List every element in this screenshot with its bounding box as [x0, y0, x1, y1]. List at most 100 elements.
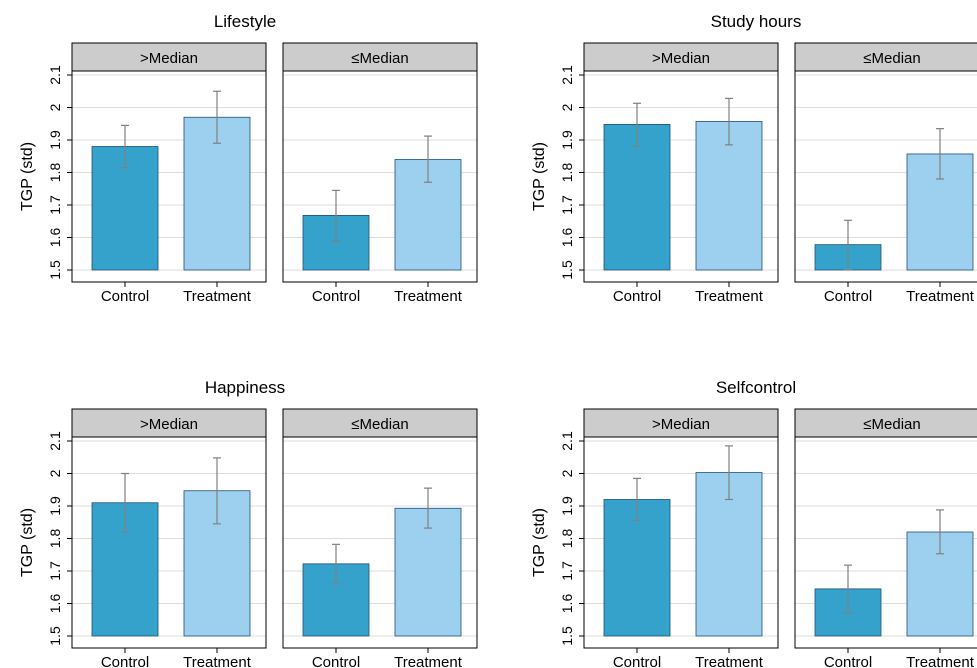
y-tick-label: 2 — [47, 469, 63, 477]
panel-0: >Median Control Treatment 1.5 1.6 1.7 1.8 1.9 2 2… — [559, 42, 779, 305]
panel-strip-label: >Median — [140, 416, 198, 433]
bar-control — [603, 124, 671, 271]
error-bar — [121, 472, 129, 533]
y-tick-label: 2 — [559, 469, 575, 477]
panel-strip-label: ≤Median — [351, 50, 408, 67]
y-tick-label: 1.7 — [47, 195, 63, 215]
y-tick-label: 1.9 — [559, 130, 575, 150]
x-tick-label: Control — [312, 288, 360, 305]
error-bar — [213, 90, 221, 144]
subplot-3: Selfcontrol TGP (std) >Median Control Treatm… — [531, 378, 977, 668]
y-tick-label: 1.6 — [559, 228, 575, 248]
subplot-2: Happiness TGP (std) >Median Control Treatmen… — [19, 378, 478, 668]
chart-title: Study hours — [711, 12, 802, 31]
panel-strip — [71, 408, 267, 438]
y-axis-label: TGP (std) — [19, 142, 36, 211]
y-tick-label: 1.5 — [559, 260, 575, 280]
error-bar — [332, 543, 340, 583]
panel-1: ≤Median Control Treatment — [794, 408, 977, 668]
panel-frame — [583, 436, 779, 649]
chart-title: Happiness — [205, 378, 285, 397]
error-bar — [633, 477, 641, 522]
y-tick-label: 1.5 — [559, 626, 575, 646]
error-bar — [633, 102, 641, 148]
panel-frame — [794, 436, 977, 649]
y-tick-label: 1.7 — [559, 195, 575, 215]
error-bar — [424, 135, 432, 183]
panel-0: >Median Control Treatment 1.5 1.6 1.7 1.8 1.9 2 2… — [559, 408, 779, 668]
x-tick-label: Control — [613, 654, 661, 668]
y-tick-label: 1.5 — [47, 626, 63, 646]
panel-strip — [794, 408, 977, 438]
x-tick-label: Control — [824, 654, 872, 668]
bar-treatment — [394, 507, 462, 637]
x-tick-label: Control — [613, 288, 661, 305]
y-axis-label: TGP (std) — [531, 508, 548, 577]
panel-strip — [794, 42, 977, 72]
y-tick-label: 2.1 — [47, 65, 63, 85]
x-tick-label: Treatment — [906, 654, 975, 668]
error-bar — [213, 457, 221, 525]
panel-strip — [71, 42, 267, 72]
x-tick-label: Treatment — [394, 288, 463, 305]
panel-frame — [282, 436, 478, 649]
panel-strip — [583, 42, 779, 72]
subplot-0: Lifestyle TGP (std) >Median Control Treatmen… — [19, 12, 478, 305]
y-tick-label: 2.1 — [559, 65, 575, 85]
panel-strip-label: ≤Median — [863, 50, 920, 67]
panel-frame — [282, 70, 478, 283]
y-tick-label: 1.7 — [47, 561, 63, 581]
panel-0: >Median Control Treatment 1.5 1.6 1.7 1.8 1.9 2 2… — [47, 42, 267, 305]
y-tick-label: 1.8 — [559, 163, 575, 183]
y-tick-label: 1.9 — [47, 496, 63, 516]
y-tick-label: 1.8 — [47, 163, 63, 183]
error-bar — [844, 564, 852, 614]
y-axis-label: TGP (std) — [531, 142, 548, 211]
x-tick-label: Treatment — [183, 288, 252, 305]
chart-title: Selfcontrol — [716, 378, 796, 397]
x-tick-label: Treatment — [695, 654, 764, 668]
x-tick-label: Control — [101, 288, 149, 305]
panel-1: ≤Median Control Treatment — [794, 42, 977, 305]
panel-1: ≤Median Control Treatment — [282, 42, 478, 305]
chart-title: Lifestyle — [214, 12, 276, 31]
y-tick-label: 1.9 — [559, 496, 575, 516]
panel-strip-label: >Median — [140, 50, 198, 67]
subplot-1: Study hours TGP (std) >Median Control Treatm… — [531, 12, 977, 305]
panel-0: >Median Control Treatment 1.5 1.6 1.7 1.8 1.9 2 2… — [47, 408, 267, 668]
error-bar — [332, 189, 340, 242]
panel-strip — [282, 408, 478, 438]
error-bar — [121, 124, 129, 169]
error-bar — [725, 445, 733, 501]
error-bar — [936, 509, 944, 555]
y-tick-label: 1.6 — [559, 594, 575, 614]
panel-frame — [794, 70, 977, 283]
bar-treatment — [695, 121, 763, 271]
x-tick-label: Treatment — [906, 288, 975, 305]
y-tick-label: 1.5 — [47, 260, 63, 280]
panel-strip-label: ≤Median — [351, 416, 408, 433]
panel-1: ≤Median Control Treatment — [282, 408, 478, 668]
panel-strip-label: >Median — [652, 50, 710, 67]
x-tick-label: Control — [312, 654, 360, 668]
panel-frame — [71, 70, 267, 283]
y-axis-label: TGP (std) — [19, 508, 36, 577]
y-tick-label: 2.1 — [559, 431, 575, 451]
y-tick-label: 2 — [559, 103, 575, 111]
x-tick-label: Treatment — [183, 654, 252, 668]
error-bar — [936, 128, 944, 180]
x-tick-label: Control — [824, 288, 872, 305]
y-tick-label: 2 — [47, 103, 63, 111]
bar-control — [603, 499, 671, 637]
error-bar — [725, 97, 733, 146]
y-tick-label: 1.6 — [47, 594, 63, 614]
y-tick-label: 1.8 — [47, 529, 63, 549]
panel-frame — [71, 436, 267, 649]
panel-strip — [282, 42, 478, 72]
panel-strip — [583, 408, 779, 438]
x-tick-label: Treatment — [695, 288, 764, 305]
x-tick-label: Treatment — [394, 654, 463, 668]
y-tick-label: 1.6 — [47, 228, 63, 248]
panel-strip-label: ≤Median — [863, 416, 920, 433]
